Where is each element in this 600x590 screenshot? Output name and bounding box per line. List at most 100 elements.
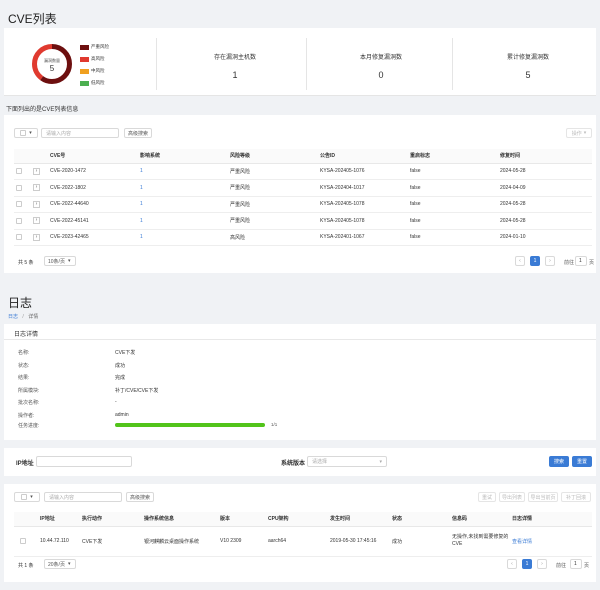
col-advisory-id[interactable]: 公告ID: [318, 149, 408, 164]
filter-search-button[interactable]: 搜索: [549, 456, 569, 467]
col-info-code[interactable]: 信息码: [450, 512, 510, 527]
legend-high[interactable]: 高风险: [80, 56, 105, 62]
log-next-page-button[interactable]: ›: [537, 559, 547, 569]
cve-page-1-button[interactable]: 1: [530, 256, 540, 266]
cell-affected-systems[interactable]: 1: [138, 212, 228, 230]
cell-cve-id: CVE-2022-45141: [48, 212, 138, 230]
cve-list-caption: 下面列出的是CVE列表信息: [6, 107, 79, 113]
cve-next-page-button[interactable]: ›: [545, 256, 555, 266]
cell-affected-systems[interactable]: 1: [138, 163, 228, 180]
log-prev-page-button[interactable]: ‹: [507, 559, 517, 569]
breadcrumb-separator: /: [22, 314, 24, 320]
expand-icon[interactable]: ›: [33, 167, 40, 175]
log-select-dropdown-button[interactable]: ▾: [14, 492, 40, 502]
log-goto-input[interactable]: 1: [570, 559, 582, 569]
chevron-down-icon: ▾: [379, 458, 382, 465]
expand-icon[interactable]: ›: [33, 233, 40, 241]
legend-low[interactable]: 低风险: [80, 80, 105, 86]
col-risk-level[interactable]: 风险等级: [228, 149, 318, 164]
expand-icon[interactable]: ›: [33, 217, 40, 225]
col-os-info[interactable]: 操作系统信息: [142, 512, 218, 527]
table-row[interactable]: › CVE-2022-45141 1 严重风险 KYSA-202405-1078 fals…: [14, 212, 592, 230]
cve-goto-input[interactable]: 1: [575, 256, 587, 266]
retry-button[interactable]: 重试: [478, 492, 496, 502]
cve-search-input[interactable]: 请输入内容: [41, 128, 119, 138]
cve-page-size-select[interactable]: 10条/页 ▾: [44, 256, 76, 266]
col-time[interactable]: 发生时间: [328, 512, 390, 527]
col-fix-time[interactable]: 修复时间: [498, 149, 592, 164]
row-checkbox-cell: [14, 196, 31, 213]
col-action[interactable]: 执行动作: [80, 512, 142, 527]
cell-affected-systems[interactable]: 1: [138, 196, 228, 213]
advanced-search-button[interactable]: 高级搜索: [124, 128, 152, 138]
stat-label-month-fixed: 本月修复漏洞数: [359, 55, 402, 61]
col-affected-systems[interactable]: 影响系统: [138, 149, 228, 164]
col-cve-id[interactable]: CVE号: [48, 149, 138, 164]
log-goto-label: 前往: [556, 563, 567, 569]
task-progress-bar: [115, 423, 265, 427]
cve-prev-page-button[interactable]: ‹: [515, 256, 525, 266]
row-checkbox[interactable]: [16, 184, 22, 191]
stat-value-month-fixed: 0: [378, 70, 384, 80]
cell-cve-id: CVE-2023-42465: [48, 229, 138, 246]
progress-text: 1/1: [271, 422, 278, 427]
export-page-button[interactable]: 导出当前页: [528, 492, 558, 502]
cve-page-unit: 页: [589, 260, 595, 266]
chevron-down-icon: ▾: [583, 130, 587, 136]
chevron-left-icon: ‹: [519, 258, 521, 264]
col-log-detail[interactable]: 日志详情: [510, 512, 592, 527]
export-list-button[interactable]: 导出列表: [499, 492, 525, 502]
row-checkbox[interactable]: [16, 234, 22, 241]
action-dropdown-button[interactable]: 操作 ▾: [566, 128, 592, 138]
row-checkbox[interactable]: [16, 201, 22, 208]
row-expand-cell: ›: [31, 196, 48, 213]
cell-advisory-id: KYSA-202401-1067: [318, 229, 408, 246]
view-detail-link[interactable]: 查看详情: [510, 526, 592, 557]
col-reboot-flag[interactable]: 重启标志: [408, 149, 498, 164]
row-checkbox[interactable]: [16, 168, 22, 175]
breadcrumb: 日志 / 详情: [8, 313, 38, 320]
log-advanced-search-button[interactable]: 高级搜索: [126, 492, 154, 502]
select-all-checkbox[interactable]: [21, 494, 28, 500]
cell-version: V10 2309: [218, 526, 266, 557]
table-row[interactable]: › CVE-2022-44640 1 严重风险 KYSA-202405-1078 fals…: [14, 196, 592, 213]
table-header-row: CVE号 影响系统 风险等级 公告ID 重启标志 修复时间: [14, 149, 592, 164]
field-label: 所属模块:: [18, 387, 40, 394]
table-row[interactable]: › CVE-2020-1472 1 严重风险 KYSA-202405-1076 false…: [14, 163, 592, 180]
legend-critical[interactable]: 严重风险: [80, 44, 109, 50]
os-filter-select[interactable]: 请选择 ▾: [307, 456, 387, 467]
log-page-size-select[interactable]: 20条/页 ▾: [44, 559, 76, 569]
table-row[interactable]: › CVE-2023-42465 1 高风险 KYSA-202401-1067 false…: [14, 229, 592, 246]
col-cpu-arch[interactable]: CPU架构: [266, 512, 328, 527]
log-page-1-button[interactable]: 1: [522, 559, 532, 569]
select-all-checkbox[interactable]: [20, 130, 27, 136]
select-dropdown-button[interactable]: ▾: [14, 128, 38, 138]
table-row[interactable]: › CVE-2022-1802 1 严重风险 KYSA-202404-1017 false…: [14, 179, 592, 197]
cell-advisory-id: KYSA-202405-1078: [318, 196, 408, 213]
filter-reset-button[interactable]: 重置: [572, 456, 592, 467]
patch-rollback-button[interactable]: 补丁回滚: [561, 492, 591, 502]
row-checkbox[interactable]: [20, 537, 26, 544]
stat-value-vuln-hosts: 1: [232, 70, 238, 80]
col-version[interactable]: 版本: [218, 512, 266, 527]
cell-risk-level: 严重风险: [228, 163, 318, 180]
breadcrumb-home-link[interactable]: 日志: [8, 314, 19, 320]
table-row[interactable]: 10.44.72.110 CVE下发 银河麒麟云桌面操作系统 V10 2309 aarc…: [14, 526, 592, 557]
col-status[interactable]: 状态: [390, 512, 450, 527]
legend-medium[interactable]: 中风险: [80, 68, 105, 74]
cell-affected-systems[interactable]: 1: [138, 179, 228, 197]
expand-icon[interactable]: ›: [33, 200, 40, 208]
header-checkbox-cell: [14, 512, 38, 527]
cell-affected-systems[interactable]: 1: [138, 229, 228, 246]
donut-segment-1[interactable]: [32, 44, 72, 84]
expand-icon[interactable]: ›: [33, 184, 40, 192]
cve-goto-label: 前往: [564, 260, 575, 266]
log-search-input[interactable]: 请输入内容: [44, 492, 122, 502]
row-checkbox[interactable]: [16, 217, 22, 224]
page-size-label: 10条/页: [48, 258, 65, 265]
ip-filter-input[interactable]: [36, 456, 132, 467]
cell-advisory-id: KYSA-202404-1017: [318, 179, 408, 197]
cell-action: CVE下发: [80, 526, 142, 557]
col-ip[interactable]: IP地址: [38, 512, 80, 527]
stat-divider: [452, 38, 453, 90]
